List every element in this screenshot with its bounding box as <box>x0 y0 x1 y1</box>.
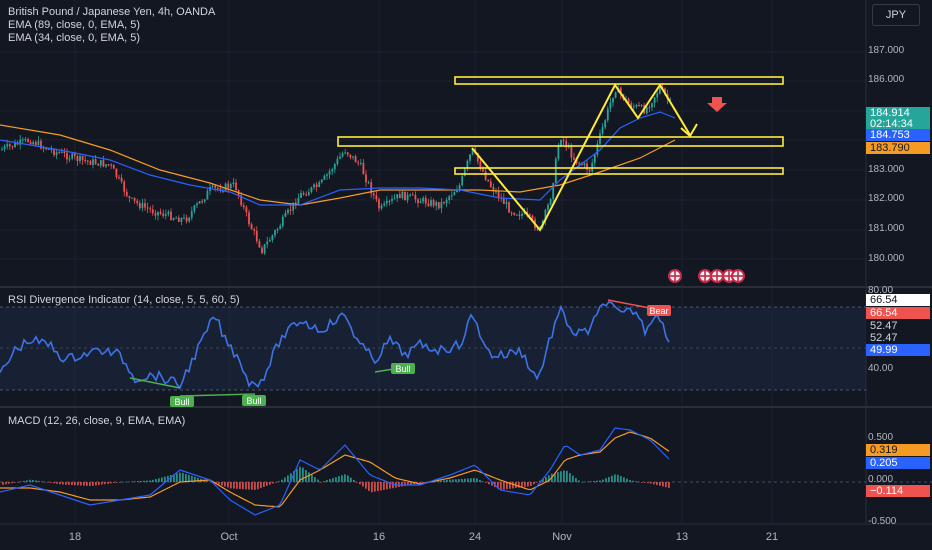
bar-countdown-tag: 02:14:34 <box>866 118 930 130</box>
macd-panel-title: MACD (12, 26, close, 9, EMA, EMA) <box>8 415 186 427</box>
macd-signal-tag: 0.319 <box>866 444 930 456</box>
time-label: 21 <box>765 531 779 543</box>
price-label: 186.000 <box>868 74 905 85</box>
projection-path <box>471 83 691 232</box>
bear-label-text: Bear <box>649 306 668 316</box>
price-label: 180.000 <box>868 253 905 264</box>
ema-34-legend: EMA (34, close, 0, EMA, 5) <box>8 32 141 44</box>
time-label: 16 <box>372 531 386 543</box>
rsi-tag: 52.47 <box>866 332 930 344</box>
uk-flag-event-icon <box>668 269 682 283</box>
macd-line <box>0 427 670 516</box>
support-zone <box>337 136 784 147</box>
macd-axis-label: 0.500 <box>868 432 894 443</box>
macd-axis-label: 0.000 <box>868 474 894 485</box>
time-label: Oct <box>220 531 238 543</box>
time-label: 18 <box>68 531 82 543</box>
bull-label <box>391 363 415 374</box>
bull-label <box>242 395 266 406</box>
bull-label-text: Bull <box>174 397 189 407</box>
price-label: 183.000 <box>868 164 905 175</box>
time-label: 24 <box>468 531 482 543</box>
uk-flag-event-icon <box>710 269 724 283</box>
bull-divergence-line <box>129 377 181 389</box>
ema-89-legend: EMA (89, close, 0, EMA, 5) <box>8 19 141 31</box>
macd-axis-label: -0.500 <box>868 516 897 527</box>
rsi-axis-label: 40.00 <box>868 363 894 374</box>
bull-divergence-line <box>179 393 256 397</box>
rsi-tag: 66.54 <box>866 294 930 306</box>
rsi-tag: 52.47 <box>866 320 930 332</box>
uk-flag-event-icon <box>731 269 745 283</box>
rsi-panel-title: RSI Divergence Indicator (14, close, 5, … <box>8 294 240 306</box>
currency-button[interactable]: JPY <box>872 4 920 26</box>
rsi-bear-tag: 66.54 <box>866 307 930 319</box>
time-label: Nov <box>552 531 572 543</box>
macd-histogram-tag: −0.114 <box>866 485 930 497</box>
bear-label <box>647 305 671 316</box>
last-price-tag: 184.914 <box>866 107 930 119</box>
resistance-zone <box>454 76 784 85</box>
support-zone <box>454 167 784 175</box>
bull-label-text: Bull <box>246 396 261 406</box>
uk-flag-event-icon <box>698 269 712 283</box>
price-label: 182.000 <box>868 193 905 204</box>
macd-signal-line <box>0 431 670 508</box>
ema-89-price-tag: 183.790 <box>866 142 930 154</box>
macd-line-tag: 0.205 <box>866 457 930 469</box>
bull-label <box>170 396 194 407</box>
rsi-line <box>0 300 670 390</box>
ema-34-price-tag: 184.753 <box>866 129 930 141</box>
rsi-axis-label: 80.00 <box>868 285 894 296</box>
bull-label-text: Bull <box>395 364 410 374</box>
price-label: 187.000 <box>868 45 905 56</box>
rsi-value-tag: 49.99 <box>866 344 930 356</box>
time-label: 13 <box>675 531 689 543</box>
arrow-down-icon <box>707 97 727 112</box>
projection-arrowhead <box>680 123 698 138</box>
chart-title: British Pound / Japanese Yen, 4h, OANDA <box>8 6 216 18</box>
price-label: 181.000 <box>868 223 905 234</box>
ema-34-line <box>0 111 676 206</box>
ema-89-line <box>0 124 676 206</box>
